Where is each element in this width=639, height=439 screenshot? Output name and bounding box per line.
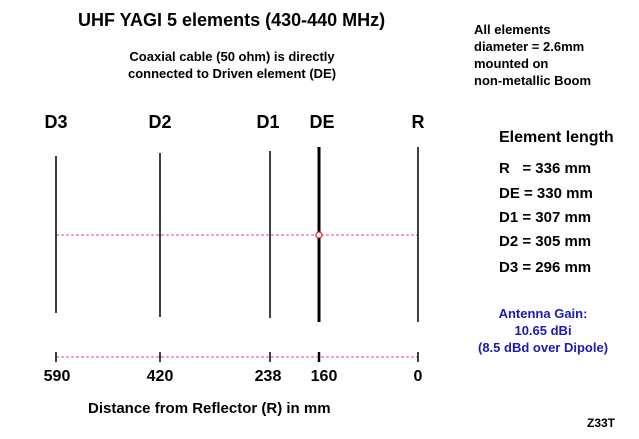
gain-line: Antenna Gain: [498, 306, 588, 321]
element-label-d1: D1 [256, 112, 280, 132]
feed-point-marker [315, 231, 323, 239]
figure-code: Z33T [587, 416, 616, 430]
element-length-row: R = 336 mm [499, 160, 592, 177]
notes-line: All elements [474, 22, 551, 37]
distance-label-d3: 590 [43, 368, 71, 385]
feed-note: Coaxial cable (50 ohm) is directly conne… [128, 48, 336, 82]
element-length-row: D3 = 296 mm [499, 259, 592, 276]
element-label-de: DE [309, 112, 335, 132]
element-length-row: D1 = 307 mm [499, 209, 592, 226]
distance-label-de: 160 [310, 368, 338, 385]
element-label-d2: D2 [148, 112, 172, 132]
element-length-row: D2 = 305 mm [499, 233, 592, 250]
notes-line: non-metallic Boom [474, 73, 592, 88]
gain-line: (8.5 dBd over Dipole) [478, 340, 609, 355]
antenna-gain: Antenna Gain: 10.65 dBi (8.5 dBd over Di… [478, 305, 608, 356]
distance-label-r: 0 [413, 368, 423, 385]
feed-note-line: connected to Driven element (DE) [128, 66, 337, 81]
notes-line: diameter = 2.6mm [474, 39, 585, 54]
distance-axis-title: Distance from Reflector (R) in mm [88, 400, 331, 417]
element-label-d3: D3 [44, 112, 68, 132]
feed-note-line: Coaxial cable (50 ohm) is directly [129, 49, 335, 64]
notes-line: mounted on [474, 56, 549, 71]
distance-label-d2: 420 [146, 368, 174, 385]
element-length-title: Element length [499, 129, 614, 146]
diagram-title: UHF YAGI 5 elements (430-440 MHz) [78, 10, 386, 30]
element-notes: All elements diameter = 2.6mm mounted on… [474, 21, 591, 89]
distance-label-d1: 238 [254, 368, 282, 385]
element-label-r: R [411, 112, 425, 132]
gain-line: 10.65 dBi [514, 323, 572, 338]
element-length-row: DE = 330 mm [499, 185, 593, 202]
